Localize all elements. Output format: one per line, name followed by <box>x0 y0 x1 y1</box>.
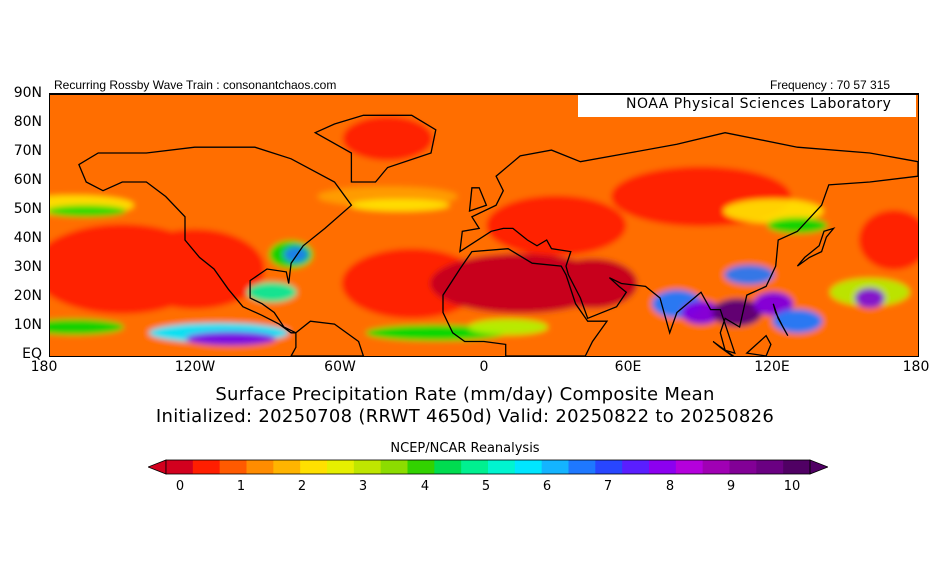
colorbar-label-5: 5 <box>481 479 491 494</box>
lat-label-80n: 80N <box>13 114 42 130</box>
lat-label-eq: EQ <box>22 346 42 362</box>
colorbar-cell <box>595 460 623 474</box>
colorbar-cell <box>434 460 462 474</box>
landmass-japan <box>796 227 836 267</box>
colorbar-cell <box>461 460 489 474</box>
lat-label-30n: 30N <box>13 259 42 275</box>
precip-dry-eastpac <box>124 229 265 309</box>
precip-band-gulf <box>246 282 297 303</box>
lon-label-60e: 60E <box>614 359 642 375</box>
frequency-label: Frequency : 70 57 315 <box>770 78 891 92</box>
landmass-north-america <box>78 146 353 334</box>
precip-itcz-epac-purple <box>185 331 276 346</box>
colorbar-cell <box>246 460 274 474</box>
precip-dry-atlantic <box>341 248 482 319</box>
lon-label-180w: 180 <box>30 359 58 375</box>
colorbar-cell <box>407 460 435 474</box>
precip-dry-arabia <box>547 258 638 309</box>
lon-label-120e: 120E <box>754 359 790 375</box>
lat-label-20n: 20N <box>13 288 42 304</box>
colorbar-label-10: 10 <box>783 479 801 494</box>
colorbar-cell <box>219 460 247 474</box>
precip-dry-nepac <box>858 210 918 270</box>
colorbar-label-9: 9 <box>726 479 736 494</box>
colorbar-label-6: 6 <box>542 479 552 494</box>
chart-source-label: Recurring Rossby Wave Train : consonantc… <box>54 78 337 92</box>
landmass-indochina-islands <box>712 340 735 356</box>
colorbar-label-3: 3 <box>358 479 368 494</box>
precip-monsoon-china <box>724 264 775 285</box>
lat-label-40n: 40N <box>13 230 42 246</box>
colorbar-label-0: 0 <box>175 479 185 494</box>
precip-dry-greenland <box>342 116 433 161</box>
landmass-eurasia <box>459 132 918 355</box>
colorbar-cell <box>649 460 677 474</box>
lat-label-90n: 90N <box>13 85 42 101</box>
precip-band-npac-green <box>50 205 127 217</box>
colorbar-cell <box>514 460 543 474</box>
precip-band-eastasia-green <box>767 217 828 234</box>
precip-monsoon-bay <box>681 300 721 325</box>
colorbar-cell <box>568 460 596 474</box>
colorbar-outline <box>165 459 811 475</box>
lab-label-box <box>578 95 916 117</box>
chart-subtitle: Initialized: 20250708 (RRWT 4650d) Valid… <box>155 406 775 427</box>
precip-band-natl-yellow <box>349 199 450 212</box>
colorbar-cell <box>192 460 221 474</box>
colorbar-cell <box>327 460 355 474</box>
colorbar-label-1: 1 <box>236 479 246 494</box>
colorbar-cell <box>675 460 704 474</box>
colorbar-cell <box>783 460 811 474</box>
colorbar-cell <box>273 460 301 474</box>
precip-itcz-cpac <box>50 319 125 335</box>
colorbar-cell <box>541 460 569 474</box>
lon-label-180e: 180 <box>902 359 930 375</box>
precip-wp-purple <box>854 288 885 308</box>
colorbar-cell <box>702 460 730 474</box>
colorbar-label-7: 7 <box>603 479 613 494</box>
precip-dry-canada <box>172 145 313 190</box>
colorbar <box>148 459 828 475</box>
landmass-uk <box>468 187 488 212</box>
precip-band-us-east-blue <box>283 246 308 263</box>
colorbar-label-8: 8 <box>665 479 675 494</box>
lon-label-120w: 120W <box>174 359 216 375</box>
precip-band-eastasia <box>723 199 824 223</box>
colorbar-label-4: 4 <box>420 479 430 494</box>
colorbar-label-2: 2 <box>297 479 307 494</box>
lat-label-50n: 50N <box>13 201 42 217</box>
lab-label: NOAA Physical Sciences Laboratory <box>626 96 892 112</box>
lon-label-0: 0 <box>479 359 489 375</box>
landmass-borneo <box>745 334 772 356</box>
colorbar-cell <box>729 460 757 474</box>
landmass-greenland <box>313 114 437 183</box>
landmass-africa <box>442 248 609 356</box>
chart-title: Surface Precipitation Rate (mm/day) Comp… <box>215 384 715 405</box>
precip-dry-europe <box>486 195 627 256</box>
colorbar-cell <box>488 460 516 474</box>
colorbar-cell <box>622 460 650 474</box>
lat-label-70n: 70N <box>13 143 42 159</box>
colorbar-cell <box>380 460 408 474</box>
map-canvas <box>50 95 918 356</box>
colorbar-cell <box>166 460 194 474</box>
landmass-philippines <box>772 303 789 337</box>
colorbar-cell <box>756 460 784 474</box>
lat-label-10n: 10N <box>13 317 42 333</box>
lon-label-60w: 60W <box>324 359 356 375</box>
precipitation-map <box>49 93 919 357</box>
landmass-south-america-north <box>290 320 365 356</box>
precip-itcz-africa <box>468 319 549 335</box>
lat-label-60n: 60N <box>13 172 42 188</box>
colorbar-cell <box>353 460 382 474</box>
colorbar-left-arrow <box>148 459 167 475</box>
precip-monsoon-phil <box>772 309 823 334</box>
data-source-label: NCEP/NCAR Reanalysis <box>390 441 540 456</box>
colorbar-right-arrow <box>809 459 828 475</box>
colorbar-cell <box>300 460 328 474</box>
